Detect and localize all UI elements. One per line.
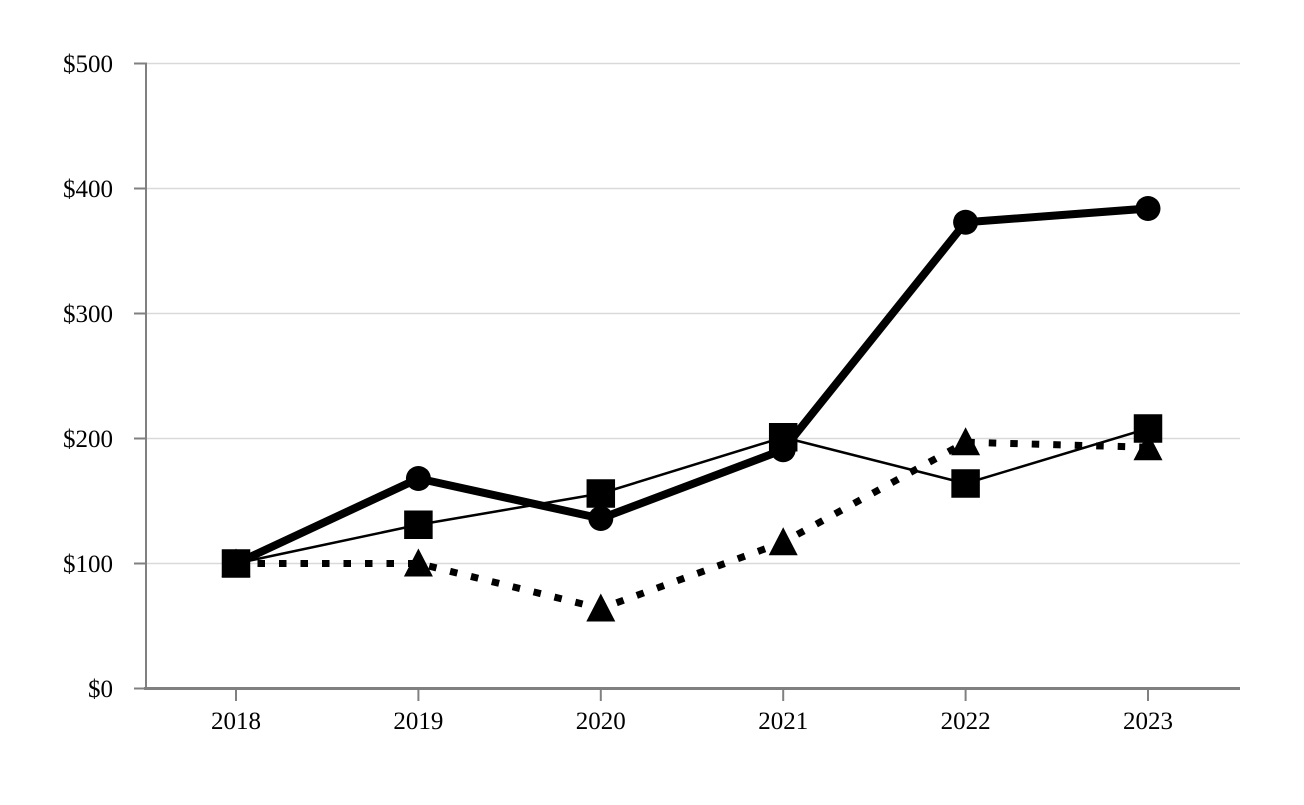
x-tick-label: 2019	[393, 708, 443, 735]
thin-solid-line-square-markers-marker-square	[221, 549, 251, 578]
y-tick-label: $200	[63, 426, 113, 453]
thick-solid-line-circle-markers-marker-circle	[405, 466, 431, 491]
thick-solid-line-circle-markers-marker-circle	[588, 506, 614, 531]
thin-solid-line-square-markers-marker-square	[586, 479, 616, 508]
y-tick-label: $100	[63, 551, 113, 578]
dotted-thick-line-triangle-markers-marker-triangle	[1133, 432, 1163, 461]
dotted-thick-line-triangle-markers-marker-triangle	[768, 527, 798, 556]
thick-solid-line-circle-markers-marker-circle	[953, 209, 979, 235]
thin-solid-line-square-markers-marker-square	[951, 469, 980, 498]
y-tick-label: $0	[88, 676, 113, 703]
x-tick-label: 2023	[1123, 708, 1173, 735]
dotted-thick-line-triangle-markers-marker-triangle	[403, 548, 433, 577]
dotted-thick-line-triangle-markers-marker-triangle	[586, 593, 616, 622]
x-tick-label: 2021	[758, 708, 808, 735]
dotted-thick-line-triangle-markers-marker-triangle	[951, 427, 981, 456]
y-tick-label: $300	[63, 301, 113, 328]
dotted-thick-line-triangle-markers-line	[236, 438, 1149, 612]
x-tick-label: 2018	[211, 708, 261, 735]
y-tick-label: $400	[63, 176, 113, 203]
thick-solid-line-circle-markers-line	[234, 204, 1149, 568]
thin-solid-line-square-markers-line	[235, 427, 1149, 565]
thin-solid-line-square-markers-marker-square	[404, 510, 433, 539]
thin-solid-line-square-markers-marker-square	[768, 423, 798, 452]
thick-solid-line-circle-markers-marker-circle	[1135, 196, 1161, 221]
y-tick-label: $500	[63, 51, 113, 78]
x-tick-label: 2020	[576, 708, 626, 735]
thin-solid-line-square-markers-marker-square	[1133, 414, 1163, 443]
x-tick-label: 2022	[941, 708, 991, 735]
